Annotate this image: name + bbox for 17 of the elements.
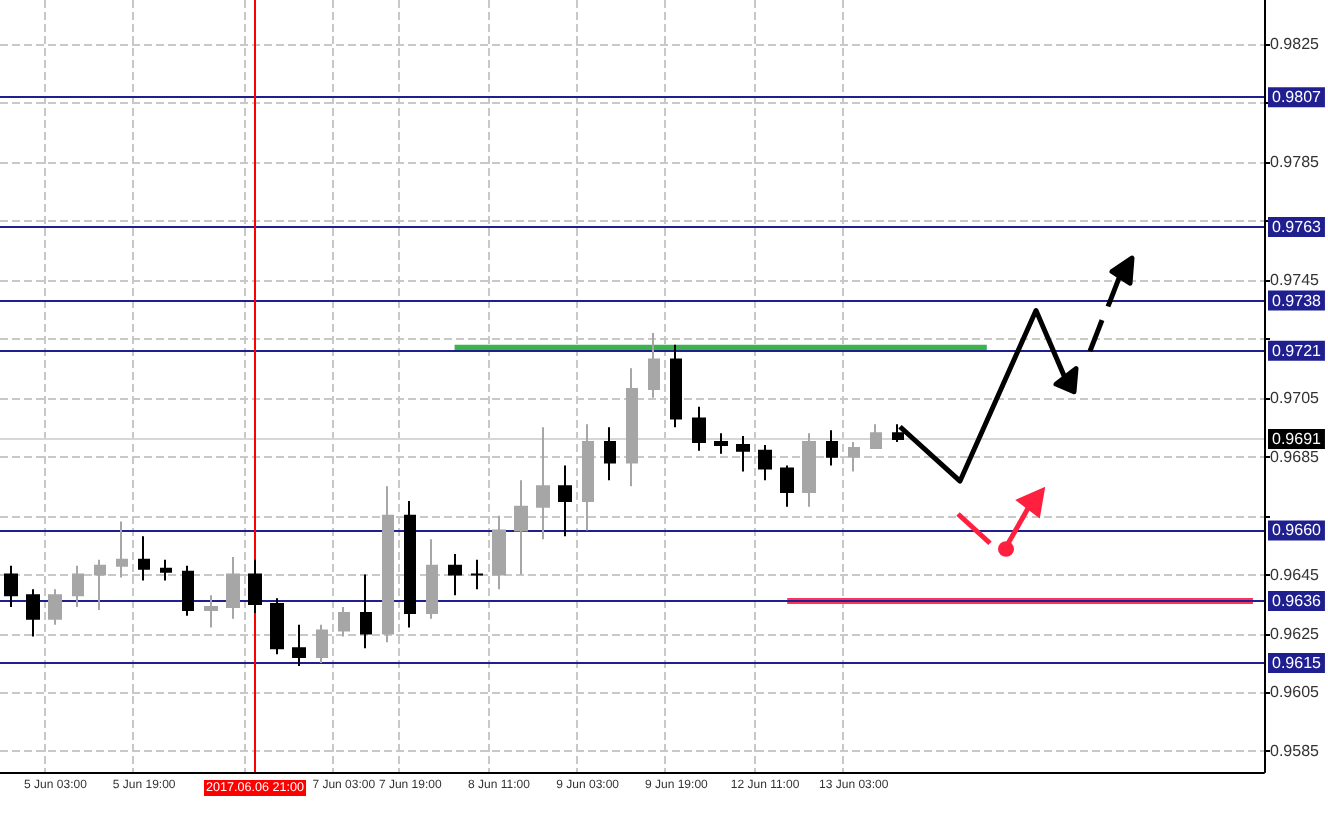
- y-tick-label: 0.9705: [1270, 388, 1321, 407]
- y-tick-label: 0.9645: [1270, 565, 1321, 584]
- ref-line-label: 0.9721: [1272, 341, 1323, 360]
- ref-line-label: 0.9807: [1272, 88, 1323, 107]
- y-tick-label: 0.9825: [1270, 35, 1321, 54]
- ref-line-label: 0.9636: [1272, 592, 1323, 611]
- y-tick-label: 0.9785: [1270, 153, 1321, 172]
- y-tick-label: 0.9625: [1270, 624, 1321, 643]
- y-tick-label: 0.9745: [1270, 270, 1321, 289]
- ref-line-label: 0.9660: [1272, 521, 1323, 540]
- y-tick-label: 0.9685: [1270, 447, 1321, 466]
- ref-line-label: 0.9738: [1272, 291, 1323, 310]
- y-tick-label: 0.9585: [1270, 742, 1321, 761]
- y-tick-label: 0.9605: [1270, 683, 1321, 702]
- ref-line-label: 0.9691: [1272, 430, 1323, 449]
- ref-line-label: 0.9763: [1272, 217, 1323, 236]
- ref-line-label: 0.9615: [1272, 653, 1323, 672]
